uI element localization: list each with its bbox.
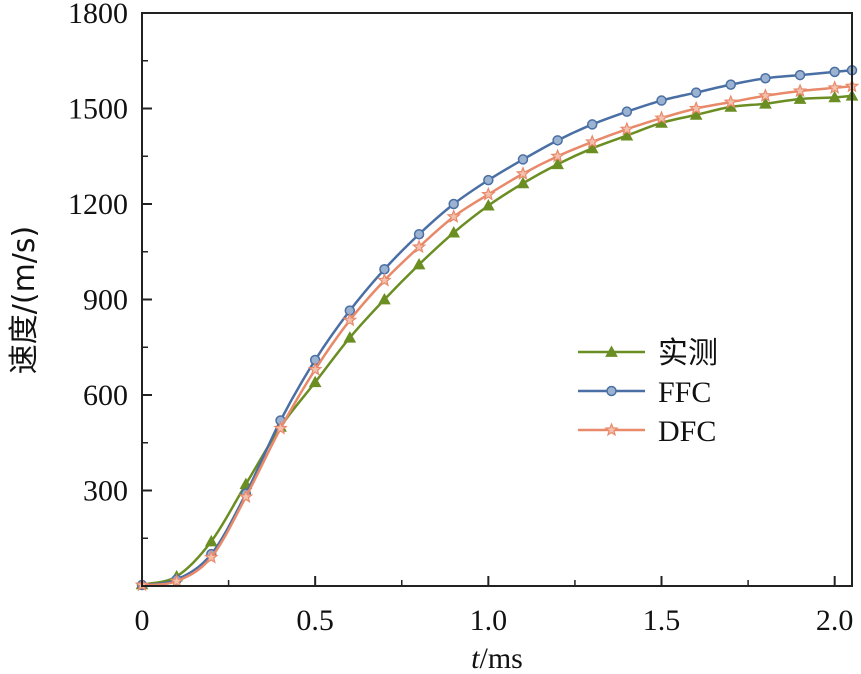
data-point [723, 94, 739, 109]
y-axis-label: 速度/(m/s) [7, 226, 42, 374]
x-axis-label-italic: t [471, 642, 480, 674]
data-point [759, 97, 772, 109]
data-point [586, 119, 598, 130]
data-point [203, 549, 219, 564]
data-point [169, 573, 184, 588]
data-point [829, 66, 840, 78]
series-line [141, 84, 853, 587]
x-tick-label: 2.0 [816, 604, 854, 637]
data-point [688, 100, 704, 115]
data-point [584, 134, 600, 149]
y-tick-label: 900 [83, 284, 128, 317]
data-point [758, 88, 773, 102]
data-point [552, 135, 563, 146]
data-point [378, 292, 391, 305]
data-point [413, 228, 425, 240]
data-point [792, 83, 808, 98]
data-point [516, 176, 530, 189]
data-point [656, 95, 667, 106]
data-point [515, 166, 531, 180]
data-point [619, 121, 635, 136]
data-point [446, 209, 461, 223]
data-point [725, 79, 737, 90]
data-point [343, 331, 357, 343]
data-point [308, 375, 322, 388]
legend-marker [604, 422, 619, 437]
data-point [689, 108, 703, 120]
legend-label: 实测 [658, 336, 718, 371]
y-tick-label: 1500 [68, 93, 128, 126]
x-tick-label: 0 [135, 604, 150, 637]
data-point [238, 489, 254, 504]
x-tick-label: 1.0 [470, 604, 508, 637]
legend: 实测 FFC DFC [578, 336, 718, 448]
x-tick-label: 1.5 [643, 604, 681, 637]
data-point [827, 80, 842, 94]
data-point [690, 87, 702, 98]
y-tick-label: 600 [83, 379, 128, 412]
data-point [794, 69, 806, 81]
data-point [760, 73, 771, 84]
data-point [307, 361, 323, 376]
data-point [448, 198, 459, 210]
data-point [483, 174, 494, 186]
series-line [141, 69, 853, 587]
legend-label: FFC [658, 376, 711, 409]
legend-marker [606, 385, 617, 397]
y-tick-label: 1800 [68, 0, 128, 30]
data-point [621, 106, 633, 117]
data-point [517, 154, 529, 165]
ticks-layer: 0 0.5 1.0 1.5 2.0 300 600 900 1200 1500 1800 [68, 0, 853, 637]
data-point [620, 129, 634, 141]
data-point [377, 272, 392, 287]
x-axis-label: t/ms [471, 642, 523, 674]
data-point [447, 226, 461, 238]
series-star [134, 78, 860, 592]
data-point [379, 264, 390, 275]
y-tick-label: 1200 [68, 188, 128, 221]
series-line [141, 94, 853, 586]
x-axis-label-unit: /ms [479, 642, 522, 674]
data-point [481, 199, 495, 211]
data-point [411, 239, 427, 254]
data-point [550, 148, 565, 163]
data-point [551, 157, 564, 170]
data-point [654, 110, 669, 125]
data-point [204, 534, 218, 547]
data-point [793, 92, 807, 104]
data-point [585, 141, 599, 154]
data-point [342, 312, 358, 327]
data-point [273, 420, 288, 435]
series-layer [134, 65, 860, 592]
legend-marker [605, 345, 618, 357]
data-point [481, 186, 496, 201]
legend-label: DFC [658, 415, 716, 448]
y-tick-label: 300 [83, 475, 128, 508]
data-point [412, 257, 426, 270]
x-tick-label: 0.5 [296, 604, 334, 637]
data-point [828, 90, 842, 103]
